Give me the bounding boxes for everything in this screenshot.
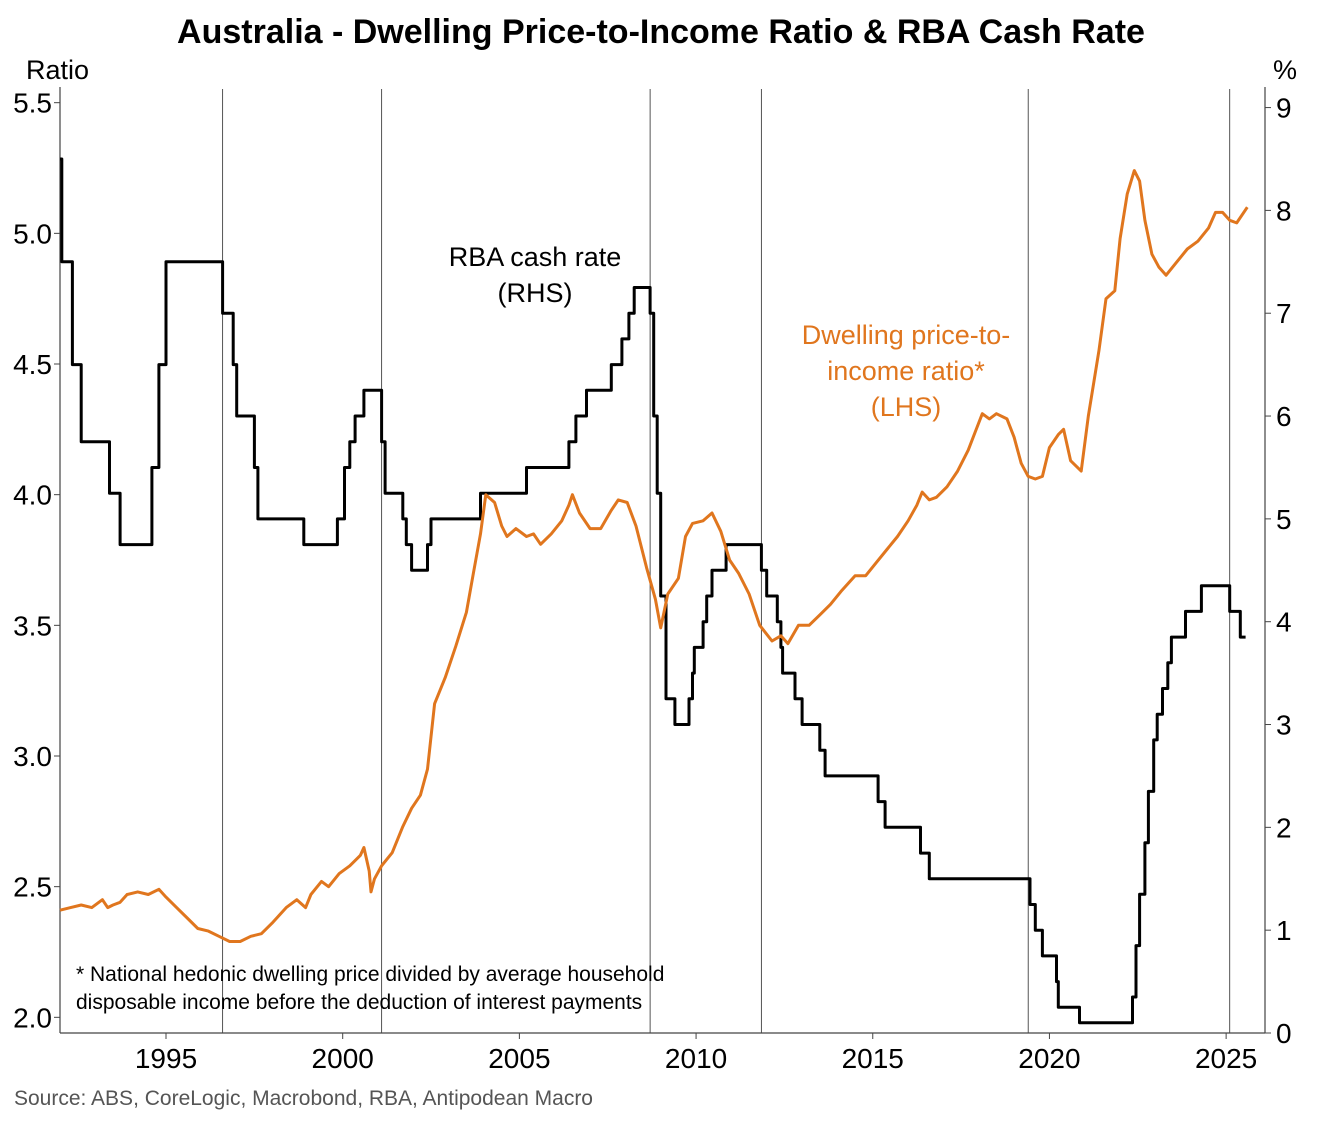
left-tick-label-2: 3.0 (13, 741, 52, 772)
rba-cash-rate-line (60, 157, 1246, 1025)
ptir-annotation-line-1: Dwelling price-to- (802, 320, 1011, 350)
x-tick-label-5: 2020 (1018, 1043, 1080, 1074)
right-tick-label-8: 8 (1276, 195, 1292, 226)
series-lines (59, 157, 1249, 1025)
ptir-annotation-line-2: income ratio* (827, 356, 985, 386)
left-tick-label-3: 3.5 (13, 610, 52, 641)
rba-annotation-line-1: RBA cash rate (449, 242, 622, 272)
left-tick-label-5: 4.5 (13, 349, 52, 380)
right-tick-label-1: 1 (1276, 915, 1292, 946)
left-tick-label-1: 2.5 (13, 872, 52, 903)
vertical-markers (222, 89, 1231, 1033)
x-tick-label-3: 2010 (665, 1043, 727, 1074)
source-note: Source: ABS, CoreLogic, Macrobond, RBA, … (14, 1087, 593, 1110)
right-tick-label-7: 7 (1276, 298, 1292, 329)
rba-annotation-line-2: (RHS) (498, 278, 573, 308)
left-tick-label-7: 5.5 (13, 88, 52, 119)
right-axis-unit-label: % (1273, 55, 1297, 85)
x-axis-ticks: 1995 2000 2005 2010 2015 2020 2025 (135, 1033, 1257, 1074)
chart-title: Australia - Dwelling Price-to-Income Rat… (177, 13, 1145, 51)
right-tick-label-2: 2 (1276, 812, 1292, 843)
right-tick-label-9: 9 (1276, 93, 1292, 124)
right-axis-ticks: 0 1 2 3 4 5 6 7 8 9 (1265, 93, 1292, 1049)
footnote-line-2: disposable income before the deduction o… (76, 991, 642, 1014)
price-to-income-ratio-line (59, 169, 1249, 943)
right-tick-label-0: 0 (1276, 1018, 1292, 1049)
right-tick-label-6: 6 (1276, 401, 1292, 432)
right-tick-label-3: 3 (1276, 710, 1292, 741)
left-axis-unit-label: Ratio (26, 55, 89, 85)
x-tick-label-6: 2025 (1195, 1043, 1257, 1074)
right-tick-label-4: 4 (1276, 607, 1292, 638)
left-tick-label-0: 2.0 (13, 1002, 52, 1033)
left-axis-ticks: 2.0 2.5 3.0 3.5 4.0 4.5 5.0 5.5 (13, 88, 60, 1033)
x-tick-label-2: 2005 (488, 1043, 550, 1074)
right-tick-label-5: 5 (1276, 504, 1292, 535)
x-tick-label-4: 2015 (842, 1043, 904, 1074)
left-tick-label-6: 5.0 (13, 218, 52, 249)
left-tick-label-4: 4.0 (13, 480, 52, 511)
x-tick-label-0: 1995 (135, 1043, 197, 1074)
footnote-line-1: * National hedonic dwelling price divide… (76, 963, 664, 986)
ptir-annotation-line-3: (LHS) (871, 392, 942, 422)
axes (59, 87, 1266, 1034)
x-tick-label-1: 2000 (312, 1043, 374, 1074)
